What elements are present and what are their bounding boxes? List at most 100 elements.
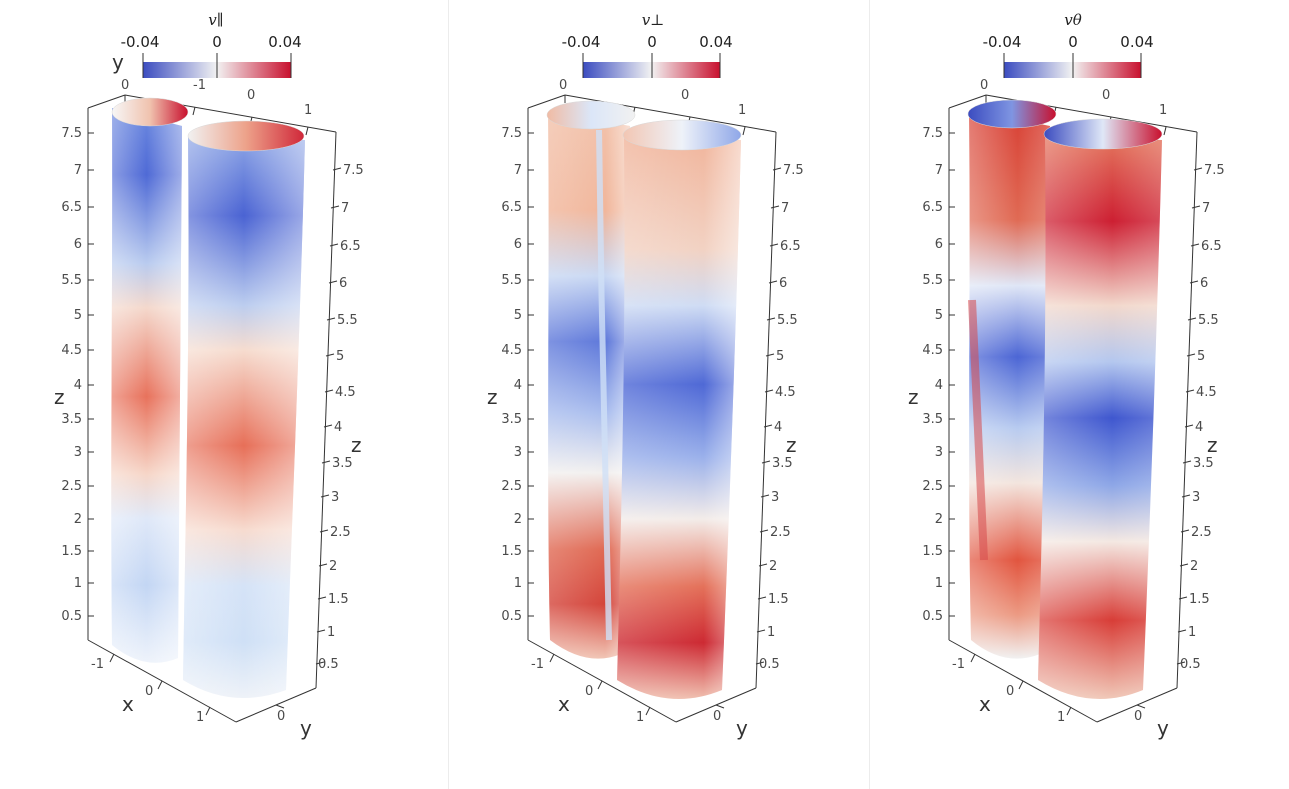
z-axis-left-label: z: [54, 385, 65, 409]
z-tick-label: 6.5: [780, 239, 801, 254]
z-tick-label: 1: [1188, 625, 1196, 640]
z-tick-label: 5.5: [501, 273, 522, 288]
z-tick-label: 3.5: [1193, 456, 1214, 471]
y-tick-label: 0: [277, 709, 285, 724]
z-axis-left-labels: 0.5 1 1.5 2 2.5 3 3.5 4 4.5 5 5.5 6 6.5 …: [61, 126, 82, 624]
top-tick-label: 0: [247, 88, 255, 103]
z-tick-label: 1: [935, 576, 943, 591]
z-tick-label: 5: [1197, 349, 1205, 364]
z-tick-label: 1: [767, 625, 775, 640]
z-tick-label: 2: [769, 559, 777, 574]
panel-2-figure: v⊥ -0.04 0 0.04 0.5 1 1.5 2 2.5 3 3.5 4 …: [487, 11, 804, 740]
cylinder-right: [1038, 118, 1163, 699]
z-tick-label: 0.5: [759, 657, 780, 672]
z-tick-label: 6: [514, 237, 522, 252]
panel-divider: [869, 0, 870, 789]
z-tick-label: 6: [935, 237, 943, 252]
z-tick-label: 6.5: [922, 200, 943, 215]
top-tick-label: 1: [304, 103, 312, 118]
z-tick-label: 2: [329, 559, 337, 574]
z-tick-label: 1.5: [328, 592, 349, 607]
z-tick-label: 3: [935, 445, 943, 460]
z-tick-label: 6.5: [1201, 239, 1222, 254]
z-tick-label: 3.5: [61, 412, 82, 427]
y-axis-label: y: [300, 716, 312, 740]
z-tick-label: 4: [334, 420, 342, 435]
x-tick-label: 1: [196, 710, 204, 725]
z-tick-label: 4: [1195, 420, 1203, 435]
z-axis-left-labels: 0.5 1 1.5 2 2.5 3 3.5 4 4.5 5 5.5 6 6.5 …: [922, 126, 943, 624]
colorbar-title: vθ: [1064, 11, 1082, 29]
z-tick-label: 3: [331, 490, 339, 505]
z-axis-right-labels: 0.5 1 1.5 2 2.5 3 3.5 4 4.5 5 5.5 6 6.5 …: [759, 163, 804, 672]
z-tick-label: 6: [1200, 276, 1208, 291]
z-tick-label: 6.5: [61, 200, 82, 215]
z-tick-label: 1: [327, 625, 335, 640]
y-axis-tick: [715, 704, 725, 709]
colorbar-tick-label: 0.04: [1120, 33, 1153, 51]
panel-1-figure: v∥ -0.04 0 0.04 0.5 1 1.5 2 2.5 3 3.5 4 …: [54, 11, 364, 740]
cylinder-left: [111, 97, 189, 663]
z-tick-label: 7: [74, 163, 82, 178]
z-tick-label: 2.5: [1191, 525, 1212, 540]
z-axis-right-label: z: [786, 433, 797, 457]
top-tick-label: 0: [980, 78, 988, 93]
colorbar-tick-label: -0.04: [121, 33, 160, 51]
x-axis-ticks: [549, 653, 651, 716]
z-axis-left-ticks: [88, 132, 94, 617]
top-tick-label: -1: [193, 78, 206, 93]
z-tick-label: 1.5: [768, 592, 789, 607]
z-tick-label: 4: [74, 378, 82, 393]
colorbar-tick-label: -0.04: [983, 33, 1022, 51]
cylinder-right: [617, 119, 742, 699]
x-tick-label: 1: [1057, 710, 1065, 725]
z-tick-label: 4.5: [775, 385, 796, 400]
y-axis-tick: [1136, 704, 1146, 709]
y-axis-label: y: [736, 716, 748, 740]
x-tick-label: 0: [585, 684, 593, 699]
z-tick-label: 4.5: [335, 385, 356, 400]
z-tick-label: 1.5: [1189, 592, 1210, 607]
z-tick-label: 0.5: [1180, 657, 1201, 672]
z-tick-label: 7.5: [783, 163, 804, 178]
z-tick-label: 1.5: [922, 544, 943, 559]
colorbar-tick-label: -0.04: [562, 33, 601, 51]
z-tick-label: 2.5: [501, 479, 522, 494]
z-tick-label: 5: [514, 308, 522, 323]
z-tick-label: 2.5: [770, 525, 791, 540]
z-axis-right-label: z: [351, 433, 362, 457]
colorbar-title: v∥: [208, 11, 223, 29]
z-axis-right-labels: 0.5 1 1.5 2 2.5 3 3.5 4 4.5 5 5.5 6 6.5 …: [318, 163, 364, 672]
z-axis-right-ticks: [1176, 167, 1203, 665]
z-axis-right-labels: 0.5 1 1.5 2 2.5 3 3.5 4 4.5 5 5.5 6 6.5 …: [1180, 163, 1225, 672]
z-tick-label: 4.5: [61, 343, 82, 358]
x-tick-label: -1: [952, 657, 965, 672]
x-axis-label: x: [558, 692, 570, 716]
z-tick-label: 5: [935, 308, 943, 323]
z-tick-label: 3: [771, 490, 779, 505]
x-axis-label: x: [979, 692, 991, 716]
z-tick-label: 4: [774, 420, 782, 435]
z-tick-label: 6.5: [340, 239, 361, 254]
top-tick-label: 1: [738, 103, 746, 118]
z-tick-label: 0.5: [501, 609, 522, 624]
top-tick-label: 1: [1159, 103, 1167, 118]
z-tick-label: 2.5: [922, 479, 943, 494]
z-tick-label: 3: [514, 445, 522, 460]
z-tick-label: 1: [514, 576, 522, 591]
z-tick-label: 7.5: [501, 126, 522, 141]
cylinder-left: [967, 99, 1057, 659]
z-tick-label: 7: [341, 201, 349, 216]
cylinder-right: [183, 120, 305, 698]
x-axis-ticks: [109, 653, 211, 716]
z-tick-label: 1: [74, 576, 82, 591]
z-tick-label: 5.5: [61, 273, 82, 288]
x-axis-ticks: [970, 653, 1072, 716]
z-axis-left-labels: 0.5 1 1.5 2 2.5 3 3.5 4 4.5 5 5.5 6 6.5 …: [501, 126, 522, 624]
z-tick-label: 2.5: [330, 525, 351, 540]
z-tick-label: 4.5: [1196, 385, 1217, 400]
z-tick-label: 2: [935, 512, 943, 527]
panel-v-theta: vθ -0.04 0 0.04 0.5 1 1.5 2 2.5 3 3.5 4 …: [870, 0, 1289, 789]
z-tick-label: 2: [74, 512, 82, 527]
z-axis-left-label: z: [908, 385, 919, 409]
